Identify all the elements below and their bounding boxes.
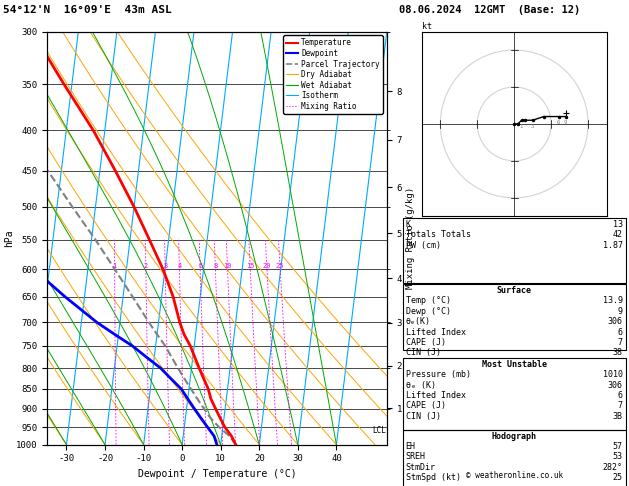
- Text: 25: 25: [613, 473, 623, 483]
- Text: θₑ (K): θₑ (K): [406, 381, 436, 390]
- Text: Lifted Index: Lifted Index: [406, 391, 465, 400]
- X-axis label: Dewpoint / Temperature (°C): Dewpoint / Temperature (°C): [138, 469, 296, 479]
- Text: 6: 6: [618, 391, 623, 400]
- Text: 4: 4: [177, 263, 182, 269]
- Text: 42: 42: [613, 230, 623, 239]
- Text: Temp (°C): Temp (°C): [406, 296, 451, 305]
- Text: EH: EH: [406, 442, 416, 451]
- Legend: Temperature, Dewpoint, Parcel Trajectory, Dry Adiabat, Wet Adiabat, Isotherm, Mi: Temperature, Dewpoint, Parcel Trajectory…: [283, 35, 383, 114]
- Y-axis label: hPa: hPa: [4, 229, 14, 247]
- Text: 1010: 1010: [603, 370, 623, 379]
- Text: © weatheronline.co.uk: © weatheronline.co.uk: [465, 471, 563, 480]
- Text: 25: 25: [276, 263, 284, 269]
- Text: 282°: 282°: [603, 463, 623, 472]
- Text: Lifted Index: Lifted Index: [406, 328, 465, 337]
- Text: Pressure (mb): Pressure (mb): [406, 370, 470, 379]
- Text: 38: 38: [613, 348, 623, 358]
- Text: CAPE (J): CAPE (J): [406, 338, 446, 347]
- Text: 1.87: 1.87: [603, 241, 623, 250]
- Text: 3: 3: [163, 263, 167, 269]
- Text: 13.9: 13.9: [603, 296, 623, 305]
- Text: Hodograph: Hodograph: [492, 432, 537, 441]
- Text: 7: 7: [618, 338, 623, 347]
- Text: 9: 9: [618, 307, 623, 316]
- Text: 6: 6: [618, 328, 623, 337]
- Text: SREH: SREH: [406, 452, 426, 462]
- Text: 15: 15: [246, 263, 255, 269]
- Text: θₑ(K): θₑ(K): [406, 317, 431, 326]
- Text: StmDir: StmDir: [406, 463, 436, 472]
- Text: 6: 6: [198, 263, 203, 269]
- Text: kt: kt: [422, 22, 432, 31]
- Text: 9: 9: [564, 120, 567, 125]
- Text: 1: 1: [520, 123, 523, 129]
- Text: 3: 3: [531, 123, 534, 129]
- Text: 306: 306: [608, 317, 623, 326]
- Text: 13: 13: [613, 220, 623, 229]
- Text: 08.06.2024  12GMT  (Base: 12): 08.06.2024 12GMT (Base: 12): [399, 5, 581, 15]
- Text: 8: 8: [213, 263, 218, 269]
- Y-axis label: Mixing Ratio (g/kg): Mixing Ratio (g/kg): [406, 187, 415, 289]
- Text: CIN (J): CIN (J): [406, 348, 441, 358]
- Text: Dewp (°C): Dewp (°C): [406, 307, 451, 316]
- Text: StmSpd (kt): StmSpd (kt): [406, 473, 460, 483]
- Text: K: K: [406, 220, 411, 229]
- Text: Surface: Surface: [497, 286, 532, 295]
- Text: 7: 7: [618, 401, 623, 411]
- Text: 10: 10: [223, 263, 232, 269]
- Text: PW (cm): PW (cm): [406, 241, 441, 250]
- Text: Most Unstable: Most Unstable: [482, 360, 547, 369]
- Text: 54°12'N  16°09'E  43m ASL: 54°12'N 16°09'E 43m ASL: [3, 5, 172, 15]
- Text: 57: 57: [613, 442, 623, 451]
- Text: 53: 53: [613, 452, 623, 462]
- Text: 2: 2: [144, 263, 148, 269]
- Text: CAPE (J): CAPE (J): [406, 401, 446, 411]
- Text: 3B: 3B: [613, 412, 623, 421]
- Text: 1: 1: [113, 263, 117, 269]
- Text: LCL: LCL: [372, 426, 386, 435]
- Text: CIN (J): CIN (J): [406, 412, 441, 421]
- Text: Totals Totals: Totals Totals: [406, 230, 470, 239]
- Text: 20: 20: [263, 263, 271, 269]
- Text: 6: 6: [557, 120, 560, 125]
- Text: 306: 306: [608, 381, 623, 390]
